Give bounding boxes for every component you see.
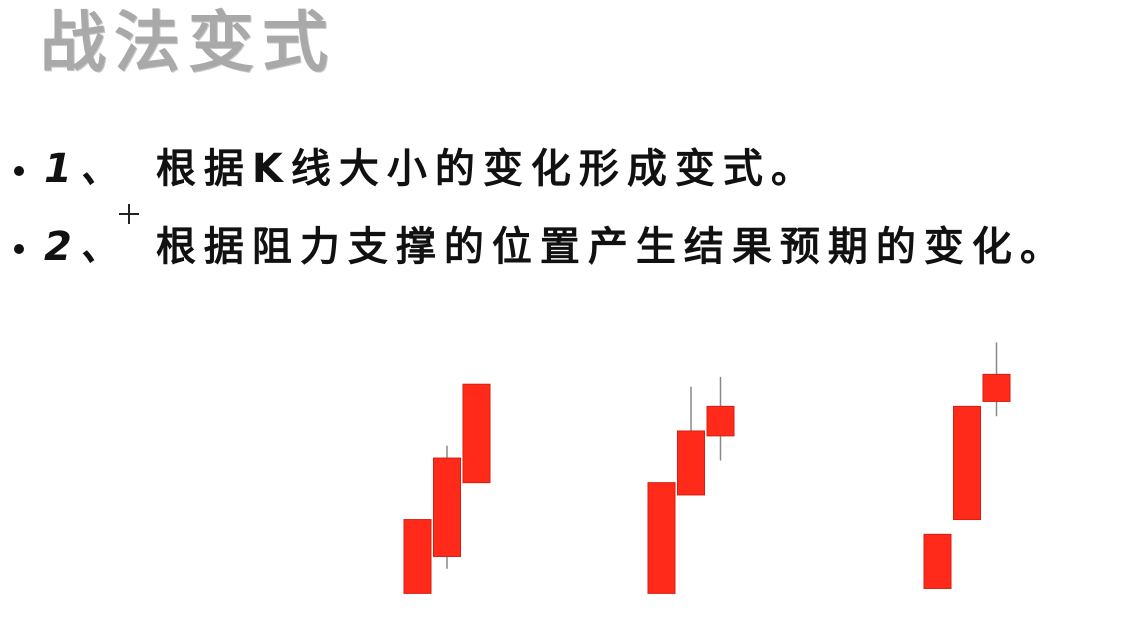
bullet-number: 2、 (44, 224, 128, 270)
bullet-item-1: 1、 根据K线大小的变化形成变式。 (10, 144, 819, 194)
candle-group-1 (403, 383, 491, 594)
candle-body (923, 533, 952, 589)
candle-body (677, 430, 705, 496)
bullet-dot-icon (14, 244, 24, 254)
bullet-text: 根据K线大小的变化形成变式。 (155, 146, 819, 192)
crosshair-cursor-icon (119, 204, 139, 224)
bullet-item-2: 2、 根据阻力支撑的位置产生结果预期的变化。 (10, 222, 1068, 272)
candle-body (462, 383, 491, 484)
candle-body (982, 373, 1011, 402)
candle-body (647, 482, 676, 594)
candle-group-2 (647, 376, 735, 594)
bullet-text: 根据阻力支撑的位置产生结果预期的变化。 (155, 224, 1068, 270)
candle-body (403, 519, 432, 594)
candle-body (953, 405, 981, 521)
bullet-number: 1、 (44, 146, 128, 192)
bullet-dot-icon (14, 166, 24, 176)
candle-body (433, 457, 461, 557)
slide-title: 战法变式 (40, 3, 336, 81)
candle-group-3 (923, 342, 1011, 589)
candle-body (706, 405, 735, 437)
